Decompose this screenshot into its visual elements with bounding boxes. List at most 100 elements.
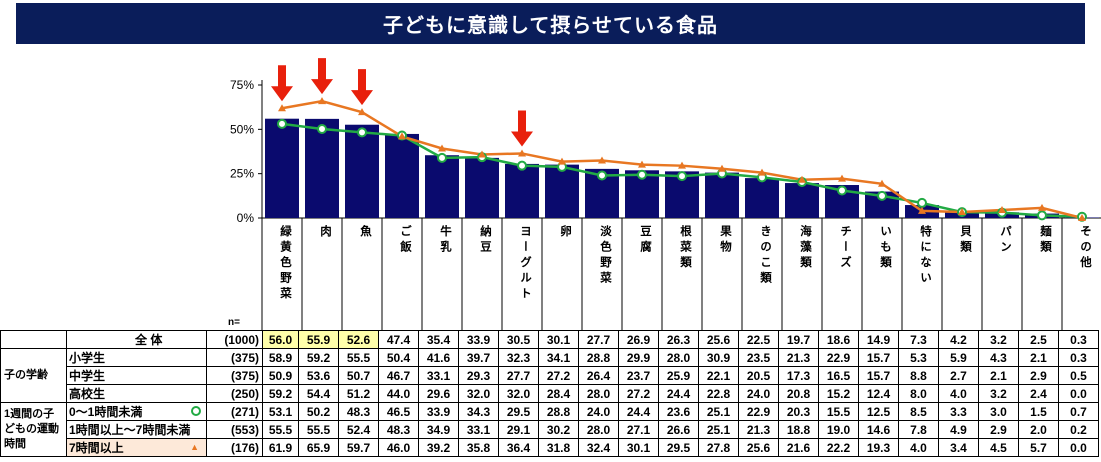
triangle-point (478, 150, 486, 158)
category-label: 豆腐 (639, 225, 653, 256)
triangle-point (638, 160, 646, 168)
value-cell: 22.8 (698, 384, 739, 403)
value-cell: 24.4 (658, 384, 699, 403)
circle-point (277, 118, 287, 129)
circle-point (917, 197, 927, 208)
value-cell: 30.2 (538, 420, 579, 439)
value-cell: 59.7 (338, 438, 379, 457)
triangle-point (558, 157, 566, 165)
value-cell: 29.3 (458, 366, 499, 385)
table-row: 全 体 (1000) 56.0 55.9 52.6 47.4 35.4 33.9 30.5 30.… (0, 330, 1099, 349)
category-label: チーズ (839, 225, 853, 272)
value-cell: 8.5 (898, 402, 939, 421)
value-cell: 2.4 (1018, 384, 1059, 403)
group-cell: 1週間の子どもの運動時間 (0, 402, 67, 457)
value-cell: 15.2 (818, 384, 859, 403)
value-cell: 4.5 (978, 438, 1019, 457)
value-cell: 33.9 (418, 402, 459, 421)
y-tick-label: 25% (230, 167, 254, 181)
table-row: 1時間以上～7時間未満 (553) 55.5 55.5 52.4 48.3 34.9 33.1… (1, 420, 1099, 439)
value-cell: 0.7 (1058, 402, 1099, 421)
value-cell: 23.5 (738, 348, 779, 367)
row-label-text: 小学生 (69, 351, 106, 365)
triangle-point (438, 144, 446, 152)
circle-point (517, 160, 527, 171)
category-label: 根菜類 (679, 224, 693, 271)
value-cell: 61.9 (262, 438, 299, 457)
y-tick-label: 50% (230, 122, 254, 136)
value-cell: 52.4 (338, 420, 379, 439)
value-cell: 39.7 (458, 348, 499, 367)
triangle-point (878, 179, 886, 187)
sample-size-cell: (375) (206, 366, 263, 385)
value-cell: 20.8 (778, 384, 819, 403)
value-cell: 27.7 (578, 330, 619, 349)
value-cell: 50.2 (298, 402, 339, 421)
value-cell: 15.7 (858, 348, 899, 367)
value-cell: 50.4 (378, 348, 419, 367)
value-cell: 4.3 (978, 348, 1019, 367)
value-cell: 32.3 (498, 348, 539, 367)
value-cell: 16.5 (818, 366, 859, 385)
value-cell: 41.6 (418, 348, 459, 367)
value-cell: 2.1 (978, 366, 1019, 385)
bar-果物 (705, 172, 739, 218)
triangle-marker-icon: ▲ (190, 442, 199, 452)
value-cell: 29.6 (418, 384, 459, 403)
n-header: n= (228, 317, 240, 328)
value-cell: 8.0 (898, 384, 939, 403)
sample-size-cell: (176) (206, 438, 263, 457)
sample-size-cell: (271) (206, 402, 263, 421)
value-cell: 27.1 (618, 420, 659, 439)
value-cell: 3.2 (978, 384, 1019, 403)
row-label: 小学生 (66, 348, 207, 367)
value-cell: 59.2 (262, 384, 299, 403)
value-cell: 27.8 (698, 438, 739, 457)
bar-卵 (545, 164, 579, 218)
triangle-point (1078, 214, 1086, 221)
value-cell: 50.9 (262, 366, 299, 385)
value-cell: 30.1 (618, 438, 659, 457)
category-label: その他 (1079, 225, 1093, 272)
value-cell: 46.5 (378, 402, 419, 421)
triangle-point (1038, 203, 1046, 211)
value-cell: 30.9 (698, 348, 739, 367)
triangle-point (358, 108, 366, 116)
category-label: 肉 (319, 224, 333, 240)
value-cell: 0.0 (1058, 438, 1099, 457)
value-cell: 28.4 (538, 384, 579, 403)
value-cell: 2.9 (1018, 366, 1059, 385)
value-cell: 20.3 (778, 402, 819, 421)
category-label: 魚 (359, 224, 373, 240)
value-cell: 5.9 (938, 348, 979, 367)
row-label: 1時間以上～7時間未満 (66, 420, 207, 439)
value-cell: 23.6 (658, 402, 699, 421)
triangle-point (278, 104, 286, 112)
row-label-text: 中学生 (69, 369, 106, 383)
triangle-point (918, 206, 926, 214)
value-cell: 47.4 (378, 330, 419, 349)
circle-point (437, 152, 447, 163)
value-cell: 29.5 (658, 438, 699, 457)
triangle-point (598, 156, 606, 164)
value-cell: 23.7 (618, 366, 659, 385)
row-label: 中学生 (66, 366, 207, 385)
value-cell: 19.3 (858, 438, 899, 457)
value-cell: 65.9 (298, 438, 339, 457)
value-cell: 55.5 (298, 420, 339, 439)
value-cell: 0.3 (1058, 330, 1099, 349)
bar-魚 (345, 124, 379, 218)
row-label-text: 全 体 (135, 333, 163, 347)
value-cell: 30.1 (538, 330, 579, 349)
value-cell: 32.4 (578, 438, 619, 457)
triangle-point (758, 168, 766, 176)
circle-point (597, 170, 607, 181)
value-cell: 27.2 (618, 384, 659, 403)
value-cell: 22.9 (818, 348, 859, 367)
value-cell: 24.4 (618, 402, 659, 421)
value-cell: 29.5 (498, 402, 539, 421)
down-arrow-icon (271, 65, 293, 102)
value-cell: 2.1 (1018, 348, 1059, 367)
sample-size-cell: (1000) (206, 330, 263, 349)
value-cell: 3.3 (938, 402, 979, 421)
